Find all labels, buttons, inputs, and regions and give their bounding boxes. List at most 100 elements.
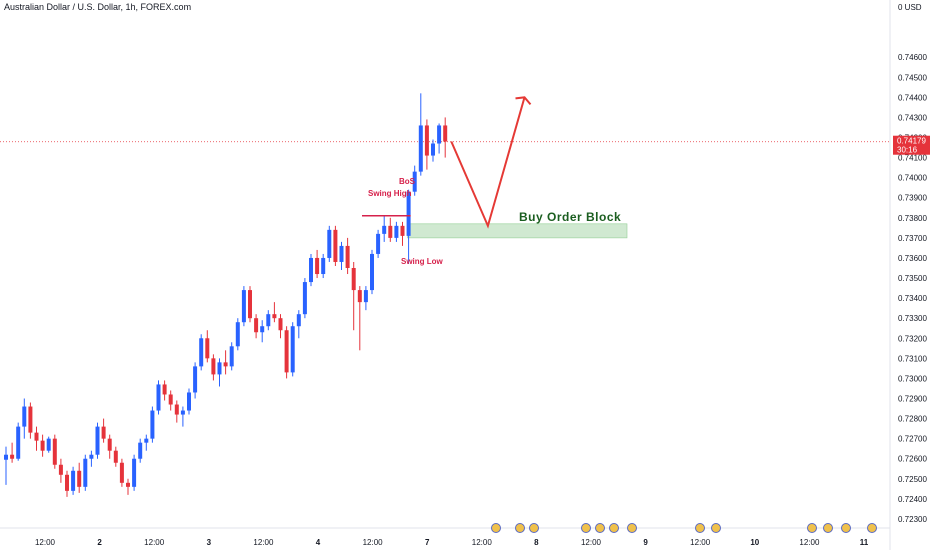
- candle-body: [205, 338, 210, 359]
- economic-event-icon[interactable]: [711, 523, 721, 533]
- economic-event-icon[interactable]: [867, 523, 877, 533]
- y-tick-label: 0.73000: [898, 374, 927, 383]
- economic-event-icon[interactable]: [823, 523, 833, 533]
- x-tick-label: 12:00: [690, 538, 711, 547]
- economic-event-icon[interactable]: [529, 523, 539, 533]
- economic-event-icon[interactable]: [807, 523, 817, 533]
- candle-body: [370, 253, 374, 291]
- candle-body: [28, 406, 33, 433]
- candle-body: [174, 404, 179, 415]
- candle-body: [83, 458, 88, 487]
- x-tick-label: 11: [860, 538, 869, 547]
- candle-body: [418, 125, 423, 172]
- y-tick-label: 0.74000: [898, 174, 927, 183]
- candle-body: [150, 410, 155, 439]
- x-tick-label: 10: [750, 538, 759, 547]
- candle-body: [71, 470, 76, 491]
- candle-body: [34, 432, 39, 441]
- candle-body: [95, 426, 100, 455]
- x-tick-label: 12:00: [472, 538, 493, 547]
- candle-body: [388, 225, 393, 238]
- x-tick-label: 7: [425, 538, 430, 547]
- economic-event-icon[interactable]: [581, 523, 591, 533]
- candle-body: [22, 406, 27, 427]
- candle-body: [162, 384, 167, 395]
- candle-body: [65, 474, 69, 491]
- candle-body: [248, 290, 252, 319]
- candle-body: [333, 229, 338, 262]
- candle-body: [46, 438, 51, 451]
- candle-body: [126, 482, 130, 487]
- candle-body: [321, 257, 326, 275]
- candle-body: [235, 322, 240, 347]
- candle-body: [406, 191, 411, 236]
- economic-event-icon[interactable]: [609, 523, 619, 533]
- candle-body: [296, 314, 301, 327]
- x-tick-label: 12:00: [363, 538, 384, 547]
- y-tick-label: 0.72700: [898, 435, 927, 444]
- x-tick-label: 3: [207, 538, 212, 547]
- candle-body: [363, 290, 368, 303]
- economic-event-icon[interactable]: [491, 523, 501, 533]
- candle-body: [284, 330, 289, 373]
- y-tick-label: 0.73300: [898, 314, 927, 323]
- candle-body: [132, 458, 137, 487]
- candle-body: [10, 454, 15, 459]
- economic-event-icon[interactable]: [515, 523, 525, 533]
- candle-body: [376, 233, 381, 254]
- candle-body: [382, 225, 387, 234]
- candle-body: [302, 282, 307, 315]
- candle-body: [156, 384, 161, 411]
- candle-body: [58, 464, 63, 475]
- y-tick-label: 0.72600: [898, 455, 927, 464]
- y-tick-label: 0.72400: [898, 495, 927, 504]
- x-tick-label: 4: [316, 538, 321, 547]
- candle-body: [266, 314, 271, 327]
- x-tick-label: 2: [97, 538, 102, 547]
- candle-body: [144, 438, 149, 443]
- candle-body: [424, 125, 429, 156]
- candle-body: [412, 171, 417, 192]
- economic-event-icon[interactable]: [841, 523, 851, 533]
- y-tick-label: 0.73400: [898, 294, 927, 303]
- x-tick-label: 12:00: [253, 538, 274, 547]
- last-price-tag[interactable]: [893, 135, 930, 155]
- x-tick-label: 9: [643, 538, 648, 547]
- y-tick-label: 0.73700: [898, 234, 927, 243]
- candle-body: [327, 229, 332, 258]
- order-block-label: Buy Order Block: [519, 210, 621, 224]
- candle-body: [193, 366, 198, 393]
- x-tick-label: 8: [534, 538, 539, 547]
- candle-body: [278, 318, 283, 331]
- y-tick-label: 0.73600: [898, 254, 927, 263]
- candle-body: [229, 346, 234, 367]
- candle-body: [272, 314, 277, 319]
- y-tick-label: 0.73500: [898, 274, 927, 283]
- candle-body: [180, 410, 185, 415]
- last-price-countdown: 30:16: [897, 146, 918, 155]
- economic-event-icon[interactable]: [595, 523, 605, 533]
- candle-body: [138, 442, 143, 459]
- candle-body: [437, 125, 442, 144]
- candle-body: [52, 438, 57, 465]
- economic-event-icon[interactable]: [627, 523, 637, 533]
- last-price-value: 0.74179: [897, 137, 926, 146]
- economic-event-icon[interactable]: [695, 523, 705, 533]
- candle-body: [187, 392, 191, 411]
- candle-body: [351, 268, 356, 291]
- candle-body: [168, 394, 173, 405]
- bos-label: BoS: [399, 177, 416, 186]
- x-tick-label: 12:00: [144, 538, 165, 547]
- projection-arrow-head: [515, 96, 532, 105]
- y-tick-label: 0.73900: [898, 194, 927, 203]
- x-tick-label: 12:00: [799, 538, 820, 547]
- candle-body: [431, 143, 435, 156]
- y-tick-label: 0.73800: [898, 214, 927, 223]
- candle-body: [217, 362, 222, 375]
- candle-body: [16, 426, 21, 459]
- y-tick-label: 0.73100: [898, 354, 927, 363]
- candle-body: [40, 440, 45, 451]
- y-tick-label: 0.74600: [898, 53, 927, 62]
- swing-high-label: Swing High: [368, 189, 412, 198]
